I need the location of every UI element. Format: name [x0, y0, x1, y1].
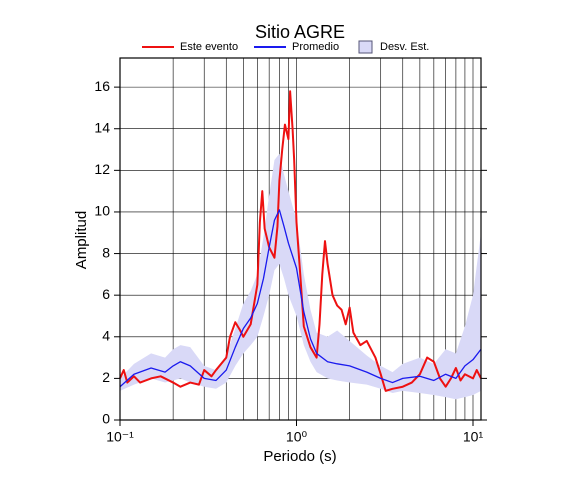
x-tick-label: 10⁰	[286, 429, 308, 445]
y-axis-label: Amplitud	[73, 211, 90, 269]
y-tick-label: 12	[94, 161, 110, 177]
y-tick-label: 14	[94, 119, 110, 135]
legend-label: Este evento	[180, 41, 238, 53]
x-axis-label: Periodo (s)	[263, 448, 336, 465]
y-tick-label: 6	[102, 286, 110, 302]
legend-label: Promedio	[292, 41, 339, 53]
y-tick-label: 4	[102, 327, 110, 343]
legend-label: Desv. Est.	[380, 41, 429, 53]
chart-title: Sitio AGRE	[255, 22, 345, 42]
series-line	[119, 90, 482, 392]
y-tick-label: 16	[94, 78, 110, 94]
plot-frame	[119, 57, 482, 421]
x-tick-label: 10⁻¹	[106, 429, 134, 445]
y-tick-label: 2	[102, 369, 110, 385]
series-line	[119, 209, 482, 388]
x-tick-label: 10¹	[463, 429, 484, 445]
y-tick-label: 8	[102, 244, 110, 260]
legend-swatch	[358, 40, 373, 54]
y-tick-label: 10	[94, 203, 110, 219]
y-tick-label: 0	[102, 411, 110, 427]
